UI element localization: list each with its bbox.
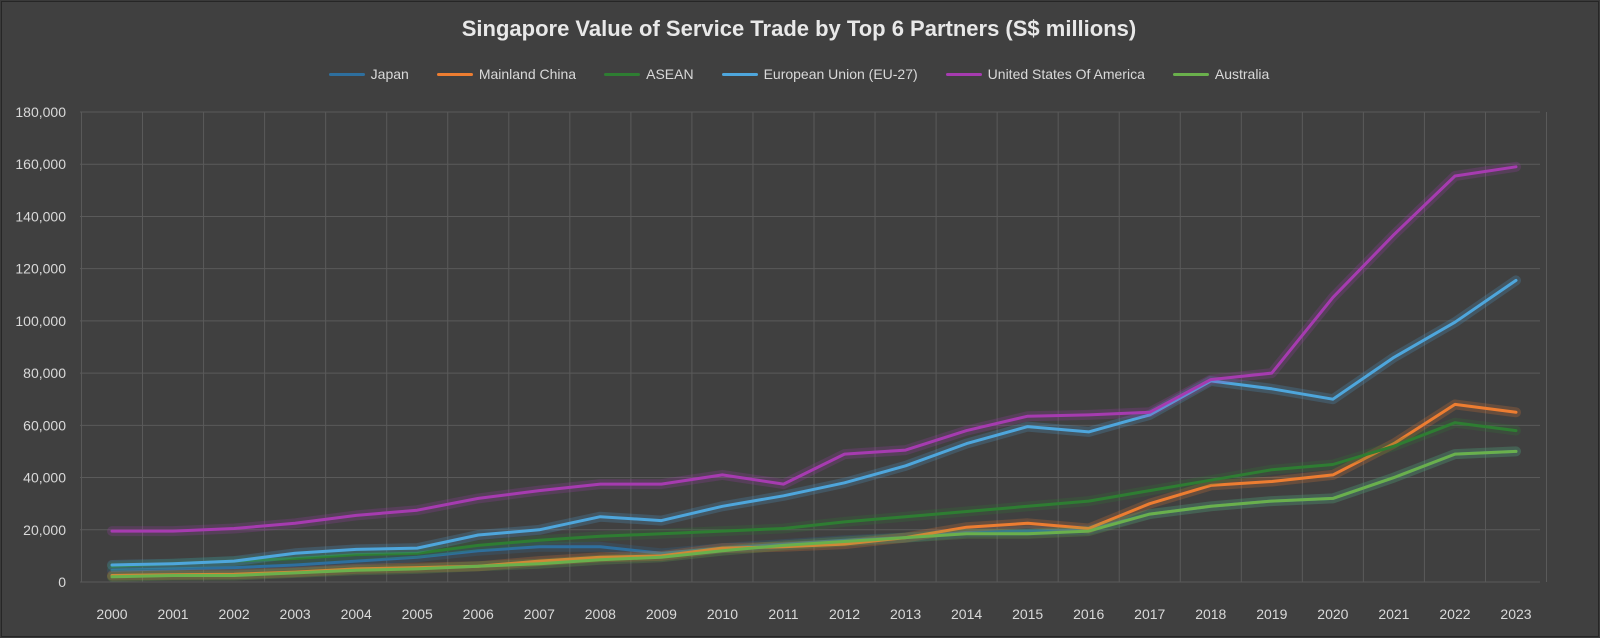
x-tick-label: 2012 bbox=[829, 606, 860, 622]
x-tick-label: 2003 bbox=[280, 606, 311, 622]
y-tick-label: 20,000 bbox=[23, 522, 66, 538]
legend-swatch bbox=[436, 72, 473, 76]
x-tick-label: 2021 bbox=[1378, 606, 1409, 622]
series-lines bbox=[107, 161, 1521, 582]
x-tick-label: 2005 bbox=[402, 606, 433, 622]
x-tick-label: 2011 bbox=[768, 606, 798, 622]
y-tick-label: 80,000 bbox=[23, 365, 66, 381]
x-tick-label: 2019 bbox=[1256, 606, 1287, 622]
y-tick-label: 100,000 bbox=[15, 313, 66, 329]
legend-label: Australia bbox=[1214, 66, 1270, 82]
x-axis-ticks: 2000 2001 2002 2003 2004 2005 2006 2007 2008 2009… bbox=[96, 606, 1531, 622]
x-tick-label: 2008 bbox=[585, 606, 616, 622]
legend-swatch bbox=[1172, 72, 1209, 76]
legend-swatch bbox=[328, 72, 365, 76]
chart-title: Singapore Value of Service Trade by Top … bbox=[461, 16, 1137, 41]
y-axis-ticks: 0 20,000 40,000 60,000 80,000 100,000 120,000 1… bbox=[15, 104, 66, 590]
x-tick-label: 2001 bbox=[157, 606, 188, 622]
x-tick-label: 2016 bbox=[1073, 606, 1104, 622]
legend-item: Japan bbox=[328, 66, 409, 82]
series-line bbox=[110, 421, 1518, 568]
x-tick-label: 2010 bbox=[707, 606, 738, 622]
x-tick-label: 2013 bbox=[890, 606, 921, 622]
y-tick-label: 180,000 bbox=[15, 104, 66, 120]
legend-item: United States Of America bbox=[945, 66, 1145, 82]
x-tick-label: 2020 bbox=[1317, 606, 1348, 622]
legend-swatch bbox=[721, 72, 758, 76]
x-tick-label: 2017 bbox=[1134, 606, 1165, 622]
legend-item: European Union (EU-27) bbox=[721, 66, 918, 82]
x-tick-label: 2014 bbox=[951, 606, 982, 622]
x-tick-label: 2004 bbox=[341, 606, 372, 622]
y-tick-label: 40,000 bbox=[23, 470, 66, 486]
legend-label: Japan bbox=[370, 66, 409, 82]
legend-item: Mainland China bbox=[436, 66, 577, 82]
y-tick-label: 120,000 bbox=[15, 261, 66, 277]
x-tick-label: 2000 bbox=[96, 606, 127, 622]
x-tick-label: 2018 bbox=[1195, 606, 1226, 622]
y-tick-label: 140,000 bbox=[15, 208, 66, 224]
legend-swatch bbox=[604, 72, 641, 76]
legend-label: Mainland China bbox=[478, 66, 577, 82]
legend-swatch bbox=[945, 72, 982, 76]
chart-legend: Japan Mainland China ASEAN European Union (… bbox=[0, 66, 1598, 82]
series-line bbox=[110, 165, 1518, 533]
legend-item: ASEAN bbox=[604, 66, 694, 82]
x-tick-label: 2002 bbox=[219, 606, 250, 622]
grid-lines bbox=[80, 111, 1548, 583]
x-tick-label: 2007 bbox=[524, 606, 555, 622]
y-tick-label: 0 bbox=[58, 574, 66, 590]
x-tick-label: 2006 bbox=[463, 606, 494, 622]
series-line bbox=[110, 449, 1518, 579]
y-tick-label: 60,000 bbox=[23, 417, 66, 433]
x-tick-label: 2023 bbox=[1500, 606, 1531, 622]
legend-item: Australia bbox=[1172, 66, 1270, 82]
legend-label: European Union (EU-27) bbox=[763, 66, 918, 82]
x-tick-label: 2009 bbox=[646, 606, 677, 622]
x-tick-label: 2022 bbox=[1439, 606, 1470, 622]
legend-label: United States Of America bbox=[987, 66, 1145, 82]
y-tick-label: 160,000 bbox=[15, 156, 66, 172]
legend-label: ASEAN bbox=[646, 66, 694, 82]
series-line bbox=[110, 278, 1518, 567]
x-tick-label: 2015 bbox=[1012, 606, 1043, 622]
